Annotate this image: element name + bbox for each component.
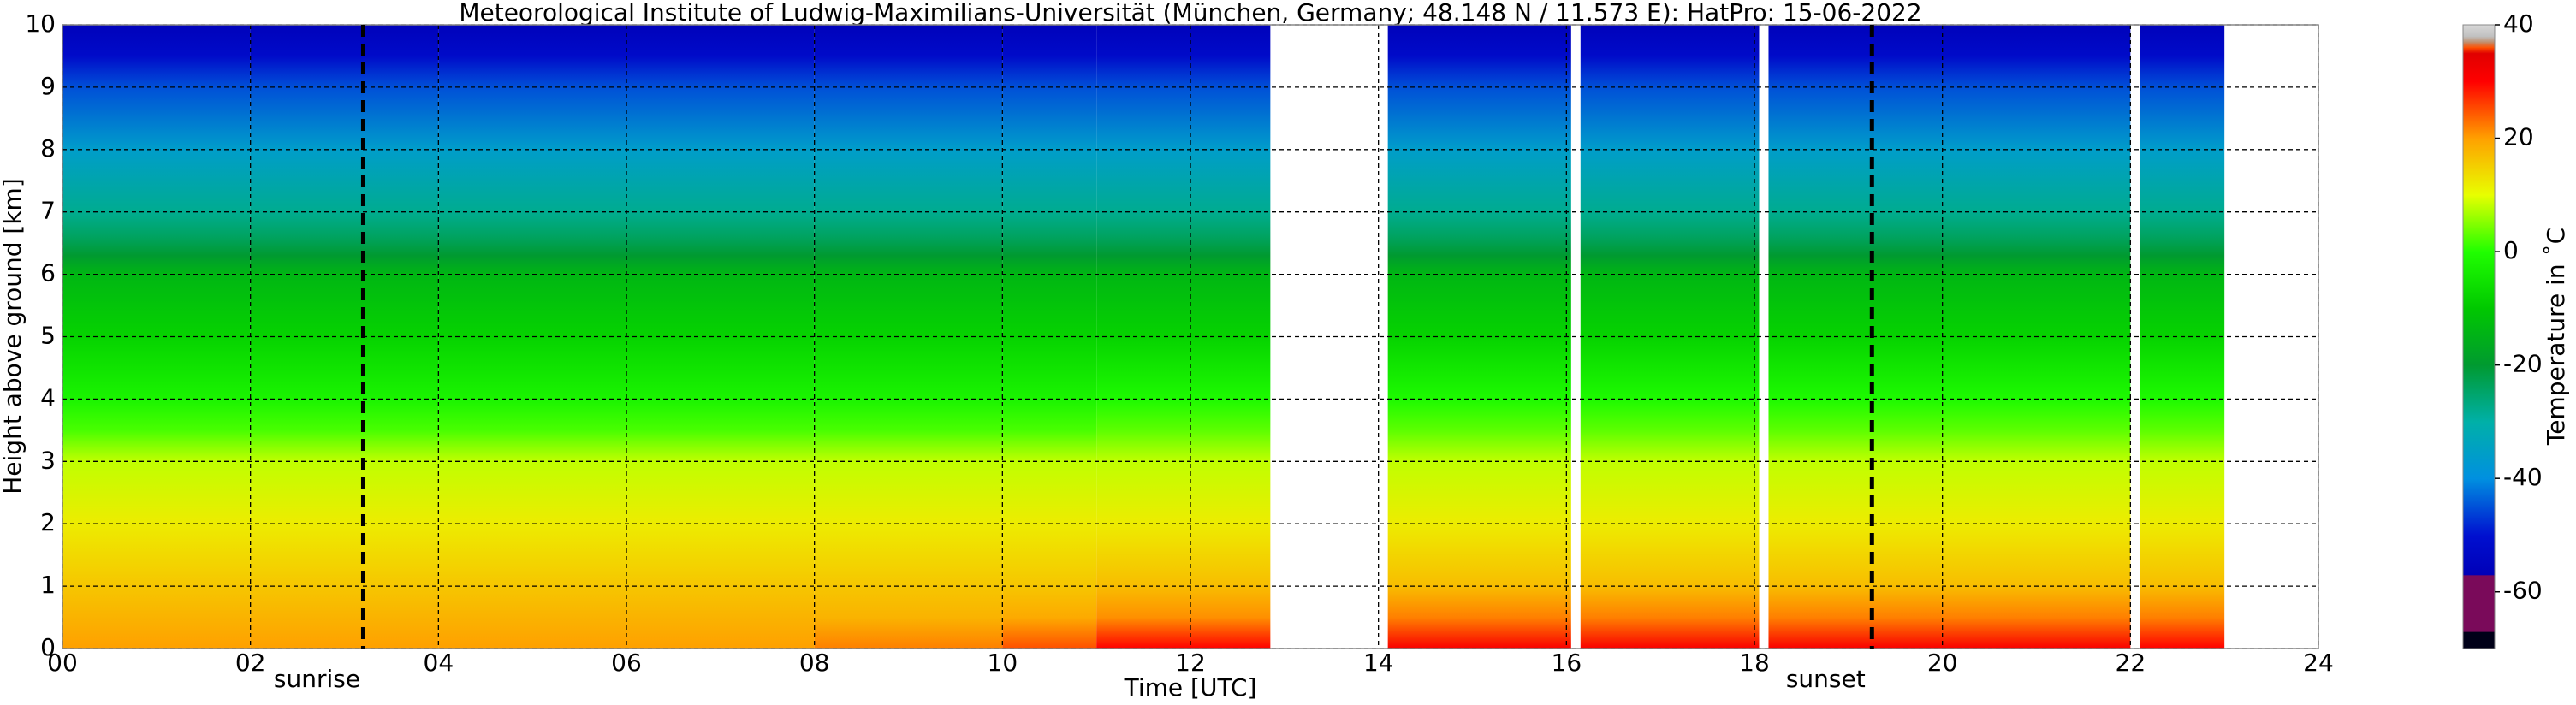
y-axis-label: Height above ground [km]: [0, 178, 27, 495]
x-tick-label: 22: [2116, 649, 2146, 677]
x-tick-label: 00: [47, 649, 78, 677]
annotation-label: sunset: [1786, 665, 1866, 693]
heatmap-column: [1580, 25, 1760, 649]
colorbar-segment: [2463, 47, 2495, 54]
x-tick-label: 08: [799, 649, 830, 677]
y-tick-label: 6: [40, 259, 56, 287]
colorbar-tick-label: 20: [2503, 123, 2534, 151]
x-axis-label: Time [UTC]: [1124, 673, 1257, 702]
annotation-label: sunrise: [274, 665, 360, 693]
x-tick-label: 16: [1552, 649, 1582, 677]
y-tick-label: 0: [40, 633, 56, 661]
chart-title: Meteorological Institute of Ludwig-Maxim…: [459, 0, 1921, 27]
y-tick-label: 1: [40, 571, 56, 599]
colorbar-segment: [2463, 138, 2495, 196]
colorbar-segment: [2463, 252, 2495, 309]
y-tick-label: 8: [40, 134, 56, 163]
colorbar-tick-label: 40: [2503, 9, 2534, 38]
colorbar-segment: [2463, 421, 2495, 479]
colorbar-segment: [2463, 36, 2495, 43]
y-tick-label: 2: [40, 508, 56, 536]
colorbar-segment: [2463, 631, 2495, 649]
colorbar-segment: [2463, 194, 2495, 252]
x-tick-label: 24: [2303, 649, 2334, 677]
x-tick-label: 02: [235, 649, 266, 677]
heatmap-column: [814, 25, 1003, 649]
y-tick-label: 5: [40, 322, 56, 350]
y-tick-label: 7: [40, 197, 56, 225]
x-tick-label: 12: [1175, 649, 1206, 677]
x-tick-label: 20: [1927, 649, 1958, 677]
x-tick-label: 04: [424, 649, 454, 677]
x-tick-label: 06: [611, 649, 642, 677]
colorbar-label: Temperature in ˚C: [2542, 228, 2570, 446]
colorbar-tick-label: -60: [2503, 577, 2543, 605]
y-tick-label: 4: [40, 383, 56, 412]
y-tick-label: 10: [25, 9, 56, 38]
colorbar-frame: [2462, 24, 2496, 649]
colorbar-tick-label: -40: [2503, 463, 2543, 491]
colorbar-segment: [2463, 308, 2495, 366]
y-tick-label: 3: [40, 446, 56, 474]
colorbar-segment: [2463, 53, 2495, 82]
x-tick-label: 18: [1739, 649, 1770, 677]
colorbar-segment: [2463, 25, 2495, 37]
x-tick-label: 14: [1363, 649, 1394, 677]
colorbar-segment: [2463, 535, 2495, 576]
y-tick-label: 9: [40, 72, 56, 100]
colorbar-segment: [2463, 41, 2495, 49]
x-tick-label: 10: [988, 649, 1018, 677]
colorbar-segment: [2463, 478, 2495, 536]
colorbar-segment: [2463, 81, 2495, 139]
colorbar-segment: [2463, 364, 2495, 423]
plot-frame: [62, 24, 2319, 649]
colorbar-tick-label: -20: [2503, 350, 2543, 378]
colorbar-tick-label: 0: [2503, 236, 2519, 264]
colorbar-segment: [2463, 574, 2495, 632]
